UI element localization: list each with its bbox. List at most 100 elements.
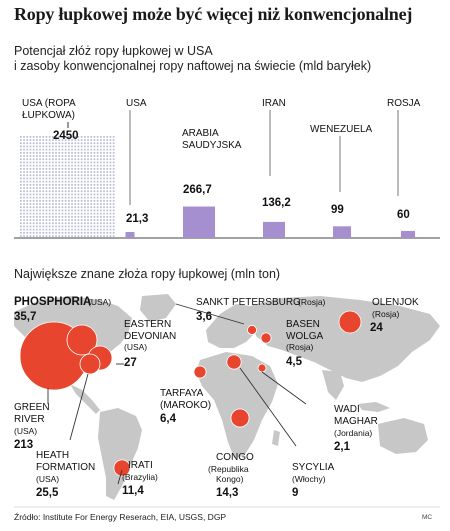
shale-dot	[77, 180, 80, 183]
shale-dot	[42, 203, 45, 205]
shale-dot	[55, 216, 57, 218]
shale-dot	[52, 148, 54, 151]
shale-dot	[32, 168, 35, 170]
shale-dot	[45, 235, 48, 237]
shale-dot	[29, 171, 32, 173]
shale-dot	[36, 212, 38, 215]
shale-dot	[39, 152, 41, 154]
shale-dot	[29, 177, 32, 180]
shale-dot	[80, 209, 83, 212]
shale-dot	[52, 187, 54, 189]
shale-dot	[45, 136, 48, 138]
shale-dot	[80, 139, 83, 141]
shale-dot	[96, 203, 99, 205]
value-phosphoria: 35,7	[14, 311, 36, 323]
shale-dot	[52, 136, 54, 138]
shale-dot	[29, 158, 32, 161]
shale-dot	[39, 235, 41, 237]
shale-dot	[109, 145, 112, 148]
shale-dot	[71, 148, 73, 151]
bar-value-0: 2450	[53, 130, 79, 142]
shale-dot	[26, 235, 29, 237]
shale-dot	[106, 203, 109, 205]
shale-dot	[71, 203, 73, 205]
shale-dot	[96, 232, 99, 234]
shale-dot	[93, 225, 96, 228]
shale-dot	[112, 235, 115, 237]
label-sankt-petersburg: SANKT PETERSBURG	[196, 297, 301, 308]
shale-dot	[106, 216, 109, 218]
shale-dot	[106, 174, 109, 177]
shale-dot	[100, 158, 102, 161]
shale-dot	[29, 196, 32, 199]
shale-dot	[64, 190, 67, 193]
shale-dot	[61, 235, 64, 237]
note-wolga: (Rosja)	[286, 342, 314, 352]
shale-dot	[106, 136, 109, 138]
shale-dot	[42, 225, 45, 228]
shale-dot	[87, 219, 89, 221]
shale-dot	[90, 196, 93, 199]
shale-dot	[90, 184, 93, 186]
shale-dot	[93, 177, 96, 180]
shale-dot	[90, 219, 93, 221]
bar-value-3: 136,2	[262, 197, 291, 209]
shale-dot	[48, 158, 51, 161]
shale-dot	[26, 228, 29, 231]
shale-dot	[64, 164, 67, 167]
shale-dot	[58, 171, 61, 173]
shale-dot	[64, 193, 67, 196]
shale-dot	[106, 158, 109, 161]
shale-dot	[42, 187, 45, 189]
shale-dot	[26, 219, 29, 221]
shale-dot	[26, 171, 29, 173]
shale-dot	[84, 152, 86, 154]
shale-dot	[112, 184, 115, 186]
shale-dot	[71, 136, 73, 138]
label-tarfaya: TARFAYA	[160, 388, 204, 399]
shale-dot	[103, 158, 105, 161]
shale-dot	[64, 142, 67, 145]
shale-dot	[42, 209, 45, 212]
shale-dot	[32, 196, 35, 199]
shale-dot	[109, 184, 112, 186]
shale-dot	[77, 216, 80, 218]
shale-dot	[26, 158, 29, 161]
shale-dot	[77, 145, 80, 148]
shale-dot	[80, 206, 83, 209]
shale-dot	[58, 232, 61, 234]
shale-dot	[48, 222, 51, 225]
shale-dot	[32, 155, 35, 157]
shale-dot	[48, 171, 51, 173]
shale-dot	[32, 145, 35, 148]
map-leader-5	[239, 367, 297, 447]
shale-dot	[55, 193, 57, 196]
shale-dot	[103, 184, 105, 186]
shale-dot	[45, 203, 48, 205]
shale-dot	[80, 136, 83, 138]
shale-dot	[112, 190, 115, 193]
shale-dot	[23, 232, 25, 234]
shale-dot	[48, 187, 51, 189]
shale-dot	[23, 148, 25, 151]
shale-dot	[68, 155, 70, 157]
shale-dot	[55, 212, 57, 215]
shale-dot	[42, 155, 45, 157]
shale-dot	[100, 225, 102, 228]
shale-dot	[112, 174, 115, 177]
shale-dot	[84, 203, 86, 205]
islands-indonesia	[358, 402, 390, 412]
shale-dot	[84, 222, 86, 225]
shale-dot	[52, 209, 54, 212]
shale-dot	[48, 228, 51, 231]
shale-dot	[109, 136, 112, 138]
shale-dot	[103, 187, 105, 189]
shale-dot	[64, 206, 67, 209]
shale-dot	[68, 206, 70, 209]
shale-dot	[52, 228, 54, 231]
shale-dot	[106, 155, 109, 157]
shale-dot	[26, 222, 29, 225]
shale-dot	[109, 174, 112, 177]
shale-dot	[106, 228, 109, 231]
shale-dot	[45, 158, 48, 161]
